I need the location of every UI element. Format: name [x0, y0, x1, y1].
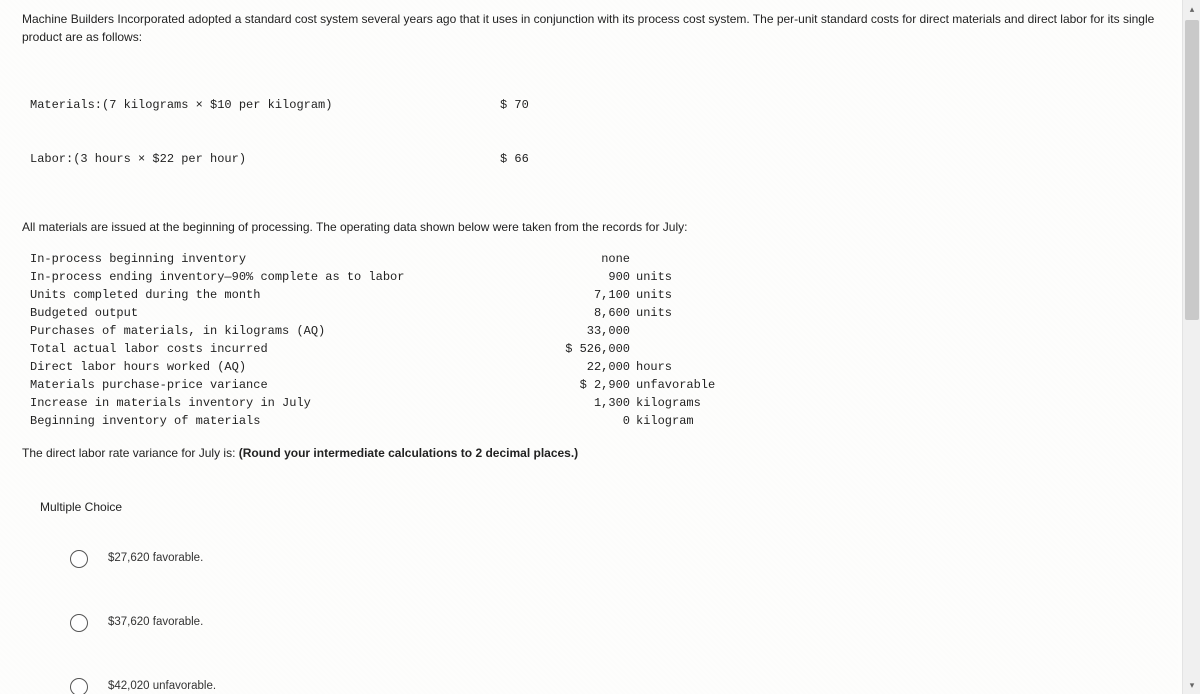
opdata-label: Direct labor hours worked (AQ): [30, 358, 550, 376]
opdata-value: 33,000: [550, 322, 636, 340]
opdata-row: Beginning inventory of materials0kilogra…: [30, 412, 1156, 430]
radio-icon[interactable]: [70, 678, 88, 694]
opdata-value: 8,600: [550, 304, 636, 322]
opdata-row: Budgeted output8,600units: [30, 304, 1156, 322]
opdata-row: In-process beginning inventorynone: [30, 250, 1156, 268]
opdata-value: $ 2,900: [550, 376, 636, 394]
opdata-label: In-process beginning inventory: [30, 250, 550, 268]
opdata-unit: hours: [636, 358, 746, 376]
opdata-unit: unfavorable: [636, 376, 746, 394]
opdata-unit: units: [636, 286, 746, 304]
scroll-thumb[interactable]: [1185, 20, 1199, 320]
opdata-row: Total actual labor costs incurred$ 526,0…: [30, 340, 1156, 358]
materials-standard-label: Materials:(7 kilograms × $10 per kilogra…: [30, 96, 500, 114]
opdata-unit: [636, 250, 746, 268]
opdata-label: Budgeted output: [30, 304, 550, 322]
opdata-row: Units completed during the month7,100uni…: [30, 286, 1156, 304]
opdata-label: Beginning inventory of materials: [30, 412, 550, 430]
question-prefix: The direct labor rate variance for July …: [22, 446, 239, 460]
vertical-scrollbar[interactable]: ▴ ▾: [1182, 0, 1200, 694]
opdata-row: Increase in materials inventory in July1…: [30, 394, 1156, 412]
choice-label: $27,620 favorable.: [108, 550, 203, 567]
labor-standard-value: $ 66: [500, 150, 580, 168]
opdata-value: 900: [550, 268, 636, 286]
opdata-unit: [636, 340, 746, 358]
radio-icon[interactable]: [70, 550, 88, 568]
opdata-value: 0: [550, 412, 636, 430]
choice-option[interactable]: $37,620 favorable.: [70, 614, 1156, 632]
opdata-label: Purchases of materials, in kilograms (AQ…: [30, 322, 550, 340]
question-page: Machine Builders Incorporated adopted a …: [0, 0, 1178, 694]
standard-cost-table: Materials:(7 kilograms × $10 per kilogra…: [30, 60, 1156, 204]
opdata-label: Increase in materials inventory in July: [30, 394, 550, 412]
standard-cost-values: $ 70 $ 66: [500, 60, 580, 204]
chevron-up-icon: ▴: [1190, 4, 1195, 15]
opdata-unit: units: [636, 304, 746, 322]
opdata-unit: kilogram: [636, 412, 746, 430]
opdata-label: In-process ending inventory—90% complete…: [30, 268, 550, 286]
opdata-row: Purchases of materials, in kilograms (AQ…: [30, 322, 1156, 340]
choice-label: $37,620 favorable.: [108, 614, 203, 631]
choice-option[interactable]: $27,620 favorable.: [70, 550, 1156, 568]
choice-label: $42,020 unfavorable.: [108, 678, 216, 694]
multiple-choice-header: Multiple Choice: [40, 498, 1156, 516]
chevron-down-icon: ▾: [1190, 680, 1195, 691]
operating-data-table: In-process beginning inventorynoneIn-pro…: [30, 250, 1156, 430]
opdata-value: $ 526,000: [550, 340, 636, 358]
subintro-paragraph: All materials are issued at the beginnin…: [22, 218, 1156, 236]
opdata-row: Materials purchase-price variance$ 2,900…: [30, 376, 1156, 394]
intro-paragraph: Machine Builders Incorporated adopted a …: [22, 10, 1156, 46]
scroll-up-button[interactable]: ▴: [1183, 0, 1200, 18]
radio-icon[interactable]: [70, 614, 88, 632]
opdata-value: 22,000: [550, 358, 636, 376]
opdata-unit: units: [636, 268, 746, 286]
question-text: The direct labor rate variance for July …: [22, 444, 1156, 462]
opdata-label: Total actual labor costs incurred: [30, 340, 550, 358]
standard-cost-labels: Materials:(7 kilograms × $10 per kilogra…: [30, 60, 500, 204]
materials-standard-value: $ 70: [500, 96, 580, 114]
opdata-label: Materials purchase-price variance: [30, 376, 550, 394]
opdata-unit: kilograms: [636, 394, 746, 412]
scroll-down-button[interactable]: ▾: [1183, 676, 1200, 694]
choices-container: $27,620 favorable. $37,620 favorable. $42,…: [22, 550, 1156, 694]
opdata-label: Units completed during the month: [30, 286, 550, 304]
opdata-row: In-process ending inventory—90% complete…: [30, 268, 1156, 286]
opdata-row: Direct labor hours worked (AQ)22,000hour…: [30, 358, 1156, 376]
question-bold: (Round your intermediate calculations to…: [239, 446, 578, 460]
opdata-unit: [636, 322, 746, 340]
opdata-value: 7,100: [550, 286, 636, 304]
labor-standard-label: Labor:(3 hours × $22 per hour): [30, 150, 500, 168]
opdata-value: 1,300: [550, 394, 636, 412]
opdata-value: none: [550, 250, 636, 268]
choice-option[interactable]: $42,020 unfavorable.: [70, 678, 1156, 694]
